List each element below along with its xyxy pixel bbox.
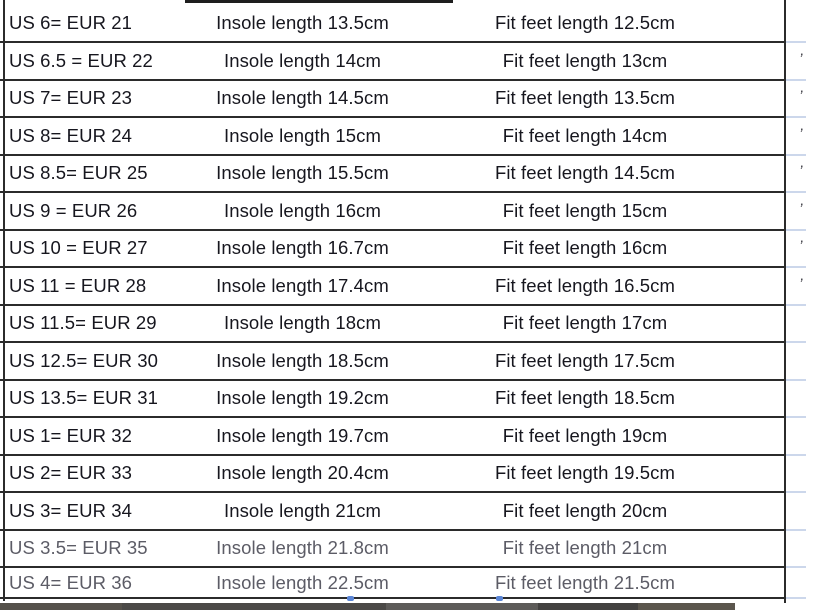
fit-feet-length-cell: Fit feet length 17cm <box>502 312 668 334</box>
table-row: US 1= EUR 32 Insole length 19.7cm Fit fe… <box>0 418 806 456</box>
table-row: US 3= EUR 34 Insole length 21cm Fit feet… <box>0 493 806 531</box>
us-eur-size-cell: US 9 = EUR 26 <box>9 199 138 221</box>
insole-length-cell: Insole length 16cm <box>223 199 382 221</box>
fit-feet-length-cell: Fit feet length 15cm <box>502 199 668 221</box>
cropped-row-top-line <box>185 0 453 3</box>
fit-feet-length-cell: Fit feet length 21.5cm <box>494 571 676 593</box>
table-right-border <box>784 0 786 605</box>
blue-artifact-dot <box>347 596 354 601</box>
us-eur-size-cell: US 4= EUR 36 <box>9 571 133 593</box>
us-eur-size-cell: US 8.5= EUR 25 <box>9 162 148 184</box>
table-row: US 7= EUR 23 Insole length 14.5cm Fit fe… <box>0 81 806 118</box>
adjacent-column-tick-mark: ʼ <box>796 275 804 294</box>
us-eur-size-cell: US 3.5= EUR 35 <box>9 537 148 559</box>
table-row: US 8.5= EUR 25 Insole length 15.5cm Fit … <box>0 156 806 193</box>
us-eur-size-cell: US 11.5= EUR 29 <box>9 312 157 334</box>
us-eur-size-cell: US 13.5= EUR 31 <box>9 387 159 409</box>
fit-feet-length-cell: Fit feet length 13cm <box>502 49 668 71</box>
table-row: US 4= EUR 36 Insole length 22.5cm Fit fe… <box>0 568 806 599</box>
us-eur-size-cell: US 11 = EUR 28 <box>9 274 147 296</box>
insole-length-cell: Insole length 17.4cm <box>216 274 389 296</box>
fit-feet-length-cell: Fit feet length 16.5cm <box>494 274 676 296</box>
fit-feet-length-cell: Fit feet length 21cm <box>502 537 668 559</box>
fit-feet-length-cell: Fit feet length 19.5cm <box>494 462 676 484</box>
table-row: US 8= EUR 24 Insole length 15cm Fit feet… <box>0 118 806 156</box>
us-eur-size-cell: US 2= EUR 33 <box>9 462 133 484</box>
table-row: US 2= EUR 33 Insole length 20.4cm Fit fe… <box>0 456 806 493</box>
fit-feet-length-cell: Fit feet length 18.5cm <box>494 387 676 409</box>
insole-length-cell: Insole length 18.5cm <box>216 349 389 371</box>
table-row: US 3.5= EUR 35 Insole length 21.8cm Fit … <box>0 531 806 568</box>
adjacent-column-tick-mark: ʼ <box>796 163 804 181</box>
insole-length-cell: Insole length 18cm <box>223 312 382 334</box>
insole-length-cell: Insole length 15.5cm <box>216 162 389 184</box>
table-row: US 13.5= EUR 31 Insole length 19.2cm Fit… <box>0 381 806 418</box>
size-chart-table: US 6= EUR 21 Insole length 13.5cm Fit fe… <box>0 0 806 599</box>
photo-strip-segment <box>0 603 122 610</box>
adjacent-column-tick-mark: ʼ <box>796 200 804 219</box>
fit-feet-length-cell: Fit feet length 16cm <box>502 237 668 259</box>
fit-feet-length-cell: Fit feet length 12.5cm <box>494 12 676 33</box>
table-row: US 9 = EUR 26 Insole length 16cm Fit fee… <box>0 193 806 231</box>
photo-strip-segment <box>538 603 638 610</box>
fit-feet-length-cell: Fit feet length 20cm <box>502 499 668 521</box>
table-row: US 11.5= EUR 29 Insole length 18cm Fit f… <box>0 306 806 343</box>
insole-length-cell: Insole length 16.7cm <box>216 237 389 259</box>
insole-length-cell: Insole length 20.4cm <box>216 462 389 484</box>
insole-length-cell: Insole length 19.2cm <box>216 387 389 409</box>
table-left-border <box>3 0 5 601</box>
insole-length-cell: Insole length 14.5cm <box>216 87 389 109</box>
photo-strip-segment <box>386 603 538 610</box>
fit-feet-length-cell: Fit feet length 17.5cm <box>494 349 676 371</box>
insole-length-cell: Insole length 21.8cm <box>216 537 389 559</box>
us-eur-size-cell: US 6= EUR 21 <box>9 12 133 33</box>
cropped-photo-strip <box>0 603 813 610</box>
us-eur-size-cell: US 7= EUR 23 <box>9 87 133 109</box>
table-row: US 11 = EUR 28 Insole length 17.4cm Fit … <box>0 268 806 306</box>
insole-length-cell: Insole length 15cm <box>223 124 382 146</box>
fit-feet-length-cell: Fit feet length 14cm <box>502 124 668 146</box>
fit-feet-length-cell: Fit feet length 14.5cm <box>494 162 676 184</box>
table-row: US 10 = EUR 27 Insole length 16.7cm Fit … <box>0 231 806 268</box>
table-row: US 6.5 = EUR 22 Insole length 14cm Fit f… <box>0 43 806 81</box>
adjacent-column-tick-mark: ʼ <box>796 238 804 256</box>
us-eur-size-cell: US 3= EUR 34 <box>9 499 133 521</box>
us-eur-size-cell: US 12.5= EUR 30 <box>9 349 159 371</box>
us-eur-size-cell: US 8= EUR 24 <box>9 124 133 146</box>
us-eur-size-cell: US 1= EUR 32 <box>9 424 133 446</box>
blue-artifact-dot <box>496 596 503 601</box>
us-eur-size-cell: US 6.5 = EUR 22 <box>9 49 153 71</box>
insole-length-cell: Insole length 13.5cm <box>216 12 389 33</box>
adjacent-column-tick-mark: ʼ <box>796 50 804 69</box>
insole-length-cell: Insole length 14cm <box>223 49 382 71</box>
table-row: US 12.5= EUR 30 Insole length 18.5cm Fit… <box>0 343 806 381</box>
fit-feet-length-cell: Fit feet length 13.5cm <box>494 87 676 109</box>
adjacent-column-tick-mark: ʼ <box>796 88 804 106</box>
photo-strip-segment <box>638 603 735 610</box>
adjacent-column-tick-mark: ʼ <box>796 125 804 144</box>
us-eur-size-cell: US 10 = EUR 27 <box>9 237 148 259</box>
insole-length-cell: Insole length 22.5cm <box>216 571 389 593</box>
insole-length-cell: Insole length 19.7cm <box>216 424 389 446</box>
photo-strip-segment <box>122 603 386 610</box>
fit-feet-length-cell: Fit feet length 19cm <box>502 424 668 446</box>
insole-length-cell: Insole length 21cm <box>223 499 382 521</box>
table-row: US 6= EUR 21 Insole length 13.5cm Fit fe… <box>0 0 806 43</box>
